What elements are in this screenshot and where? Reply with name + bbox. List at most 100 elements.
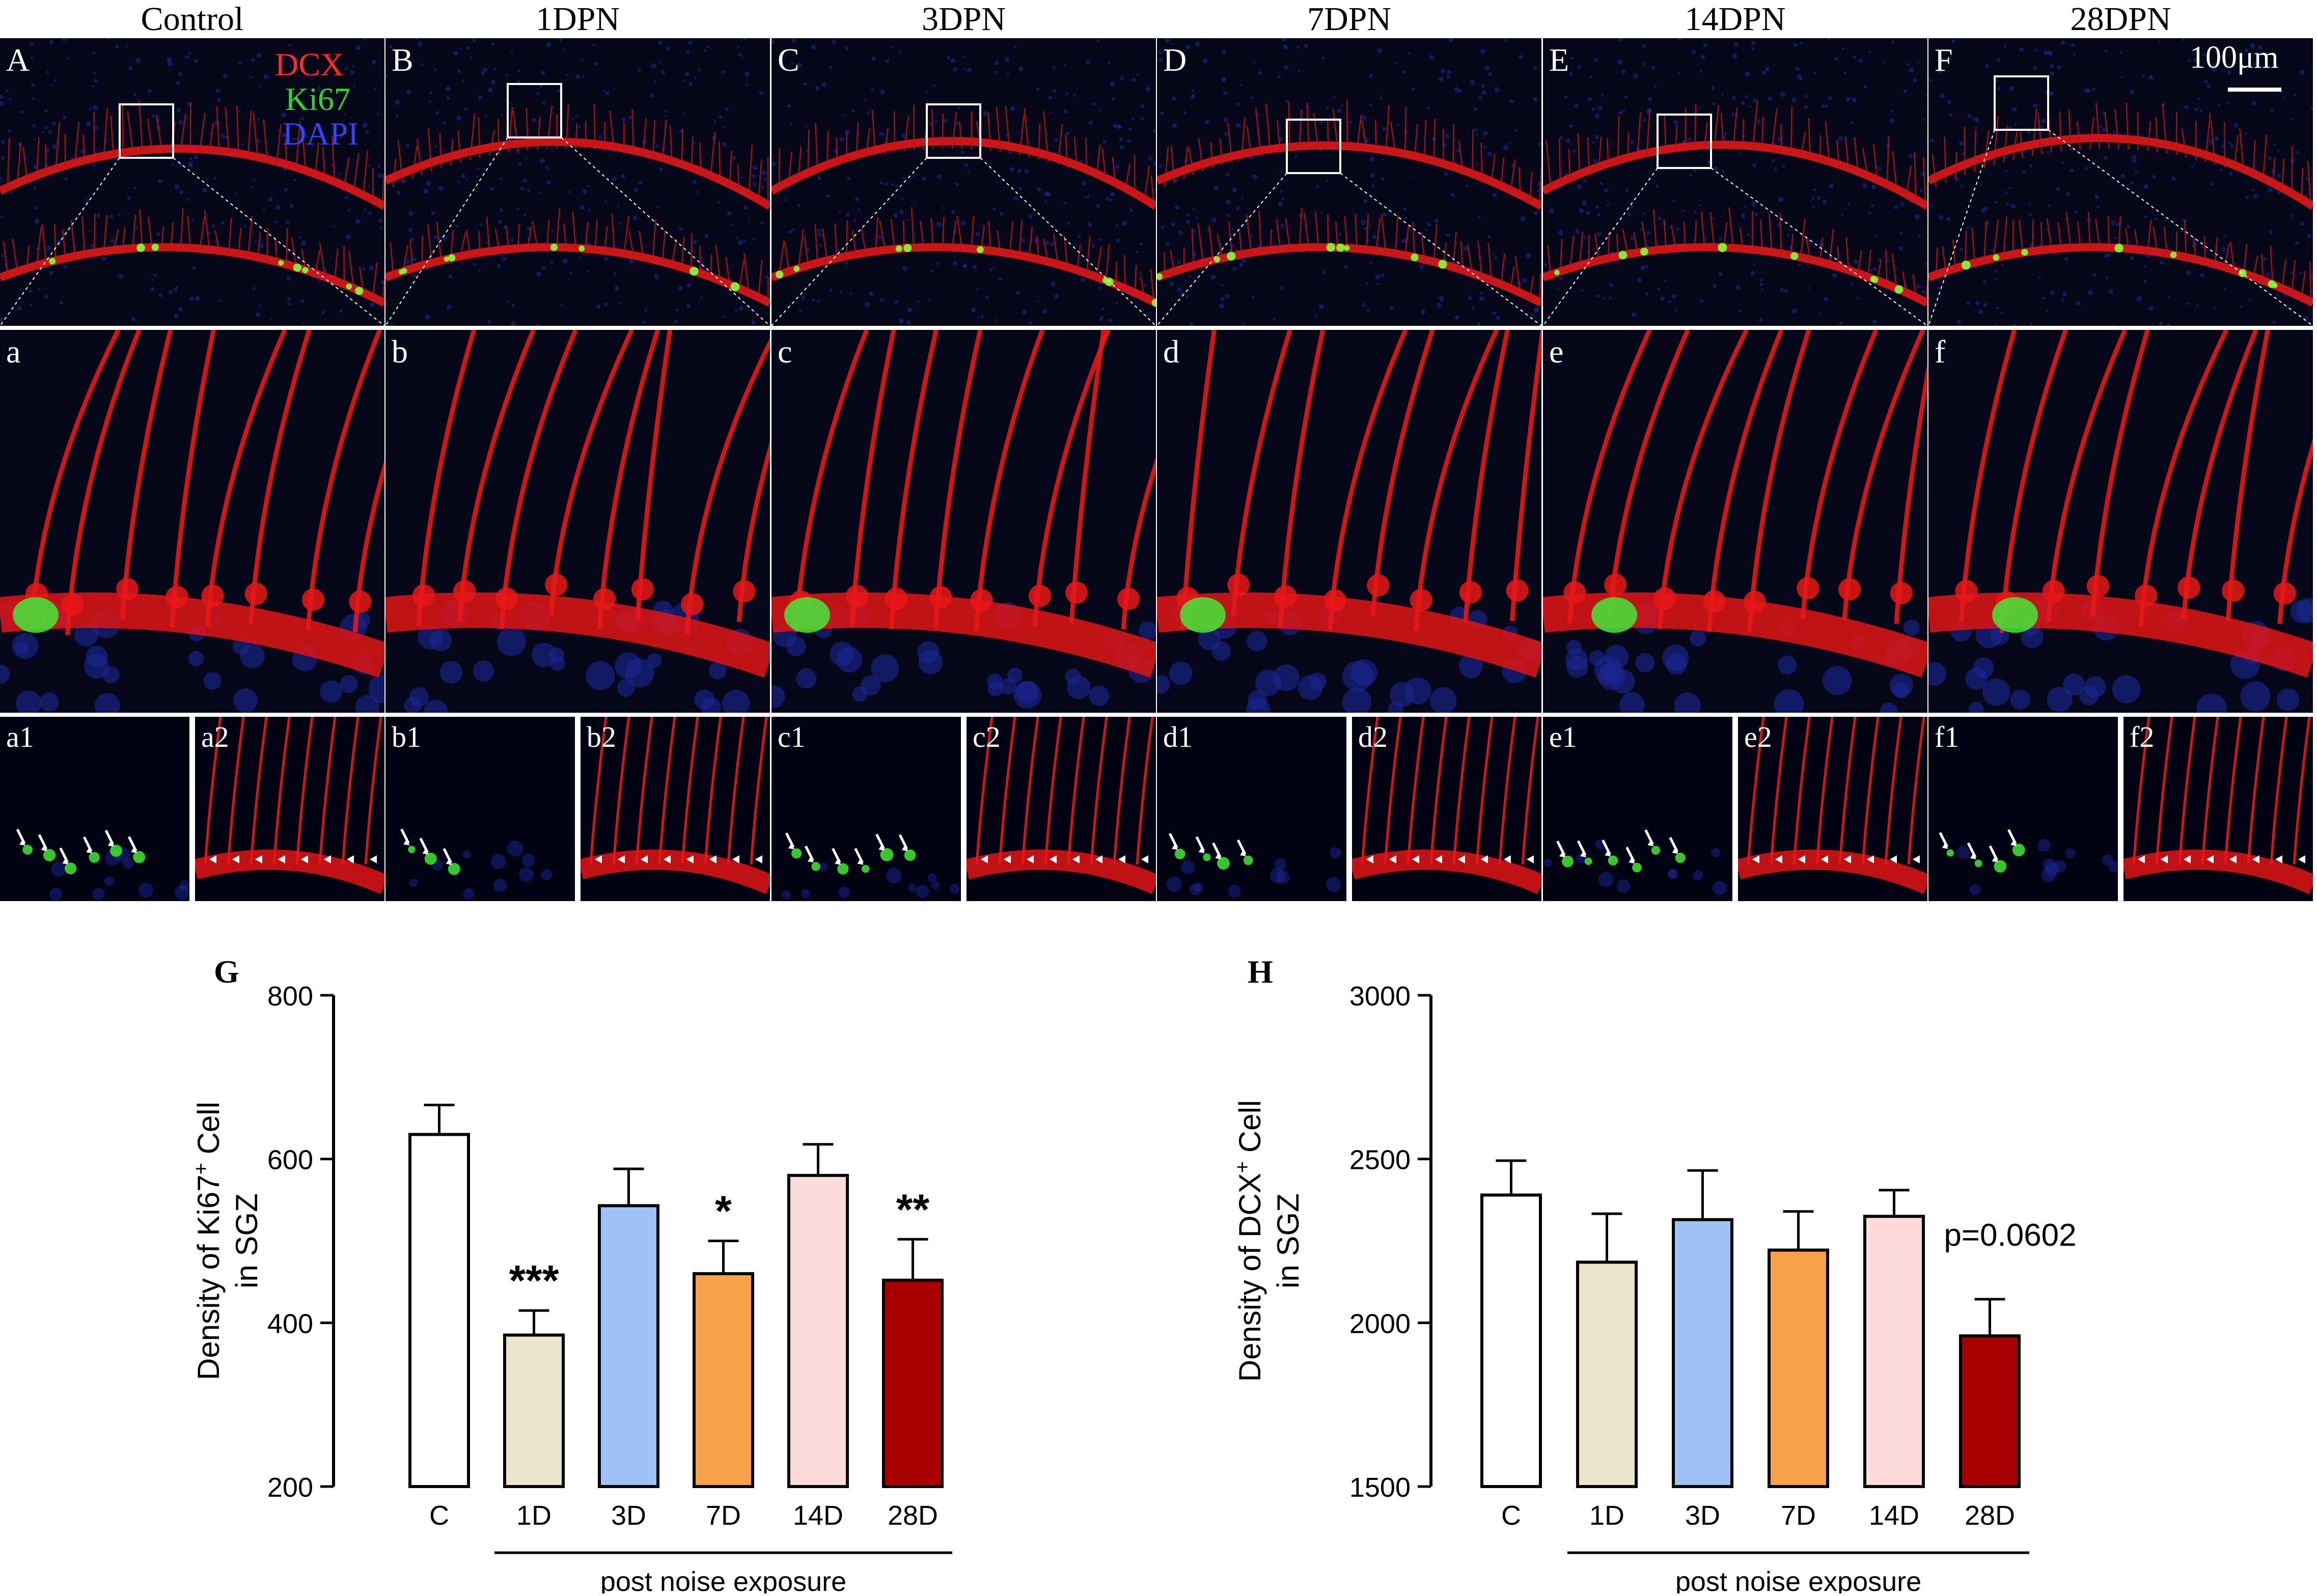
y-tick-label: 600 <box>267 1145 313 1175</box>
overview-panel: D <box>1157 38 1541 326</box>
dcx-channel-panel: a2 <box>195 717 384 901</box>
column-title-3dpn: 3DPN <box>771 0 1156 38</box>
panel-label: c1 <box>778 720 806 754</box>
panel-label: E <box>1549 41 1569 79</box>
y-tick-label: 1500 <box>1349 1472 1411 1503</box>
panel-label: f2 <box>2130 720 2154 754</box>
panel-label: d <box>1163 333 1179 371</box>
bar <box>1769 1250 1828 1487</box>
x-tick-label: 28D <box>1965 1500 2015 1531</box>
bar <box>884 1280 942 1487</box>
zoom-panel: d <box>1157 330 1541 713</box>
x-tick-label: 14D <box>793 1500 843 1531</box>
bar <box>1673 1220 1732 1487</box>
bar <box>599 1206 658 1487</box>
dcx-channel-panel: c2 <box>967 717 1156 901</box>
panel-label: a1 <box>6 720 34 754</box>
bar <box>1578 1262 1636 1487</box>
panel-label: B <box>392 41 413 79</box>
panel-label: d1 <box>1163 720 1193 754</box>
significance-marker: *** <box>509 1256 559 1304</box>
x-tick-label: C <box>429 1500 449 1531</box>
column-title-7dpn: 7DPN <box>1157 0 1541 38</box>
ki67-channel-panel: b1 <box>385 717 575 901</box>
bar <box>1865 1216 1923 1487</box>
scale-bar <box>2228 88 2281 92</box>
column-title-28dpn: 28DPN <box>1928 0 2313 38</box>
y-tick-label: 3000 <box>1349 981 1411 1012</box>
zoom-panel: a <box>0 330 384 713</box>
zoom-panel: f <box>1928 330 2313 713</box>
panel-label: f <box>1935 333 1945 371</box>
panel-label: e1 <box>1549 720 1577 754</box>
dcx-channel-panel: e2 <box>1738 717 1927 901</box>
bar <box>1961 1336 2019 1487</box>
ki67-channel-panel: c1 <box>771 717 961 901</box>
panel-label: C <box>778 41 799 79</box>
panel-label: a <box>6 333 20 371</box>
y-axis-label-line2: in SGZ <box>1271 1193 1305 1289</box>
ki67-channel-panel: e1 <box>1543 717 1732 901</box>
ki67-channel-panel: f1 <box>1928 717 2118 901</box>
zoom-panel: b <box>385 330 770 713</box>
y-tick-label: 2500 <box>1349 1145 1411 1175</box>
y-tick-label: 800 <box>267 981 313 1012</box>
x-tick-label: 28D <box>888 1500 938 1531</box>
y-axis-label: Density of Ki67+ Cell <box>190 1102 226 1380</box>
bar <box>505 1335 563 1487</box>
y-axis-label: Density of DCX+ Cell <box>1231 1100 1267 1382</box>
y-tick-label: 200 <box>267 1472 313 1503</box>
x-tick-label: C <box>1501 1500 1521 1531</box>
bar <box>694 1274 753 1487</box>
panel-label: e2 <box>1744 720 1772 754</box>
x-axis-label: post noise exposure <box>1675 1566 1921 1593</box>
y-tick-label: 400 <box>267 1308 313 1339</box>
overview-panel: F <box>1928 38 2313 326</box>
panel-label: c2 <box>973 720 1001 754</box>
panel-label: f1 <box>1935 720 1959 754</box>
panel-label: b2 <box>587 720 616 754</box>
chart-panel-label: G <box>214 954 239 990</box>
x-tick-label: 3D <box>611 1500 646 1531</box>
significance-marker: ** <box>896 1185 930 1233</box>
p-value-annotation: p=0.0602 <box>1944 1218 2076 1253</box>
panel-label: b1 <box>392 720 421 754</box>
dcx-channel-panel: f2 <box>2123 717 2313 901</box>
bar <box>789 1175 847 1487</box>
panel-label: D <box>1163 41 1187 79</box>
y-tick-label: 2000 <box>1349 1308 1411 1339</box>
zoom-panel: c <box>771 330 1156 713</box>
panel-label: e <box>1549 333 1563 371</box>
panel-label: F <box>1935 41 1953 79</box>
legend-dcx: DCX <box>275 46 344 83</box>
chart-panel-label: H <box>1248 954 1273 990</box>
significance-marker: * <box>715 1187 732 1235</box>
dcx-channel-panel: d2 <box>1352 717 1541 901</box>
dcx-channel-panel: b2 <box>581 717 770 901</box>
panel-label: A <box>6 41 30 79</box>
legend-ki67: Ki67 <box>285 80 350 118</box>
ki67-channel-panel: a1 <box>0 717 189 901</box>
x-axis-label: post noise exposure <box>600 1566 846 1593</box>
panel-label: a2 <box>201 720 229 754</box>
x-tick-label: 14D <box>1869 1500 1919 1531</box>
x-tick-label: 7D <box>706 1500 741 1531</box>
column-title-control: Control <box>0 0 384 38</box>
panel-label: c <box>778 333 792 371</box>
bar <box>410 1134 468 1487</box>
legend-dapi: DAPI <box>283 115 358 153</box>
overview-panel: C <box>771 38 1156 326</box>
x-tick-label: 1D <box>516 1500 551 1531</box>
zoom-panel: e <box>1543 330 1927 713</box>
panel-label: b <box>392 333 408 371</box>
y-axis-label-line2: in SGZ <box>230 1193 264 1289</box>
overview-panel: B <box>385 38 770 326</box>
x-tick-label: 7D <box>1781 1500 1816 1531</box>
overview-panel: E <box>1543 38 1927 326</box>
ki67-channel-panel: d1 <box>1157 717 1346 901</box>
column-title-1dpn: 1DPN <box>385 0 770 38</box>
bar <box>1482 1195 1540 1487</box>
panel-label: d2 <box>1358 720 1388 754</box>
